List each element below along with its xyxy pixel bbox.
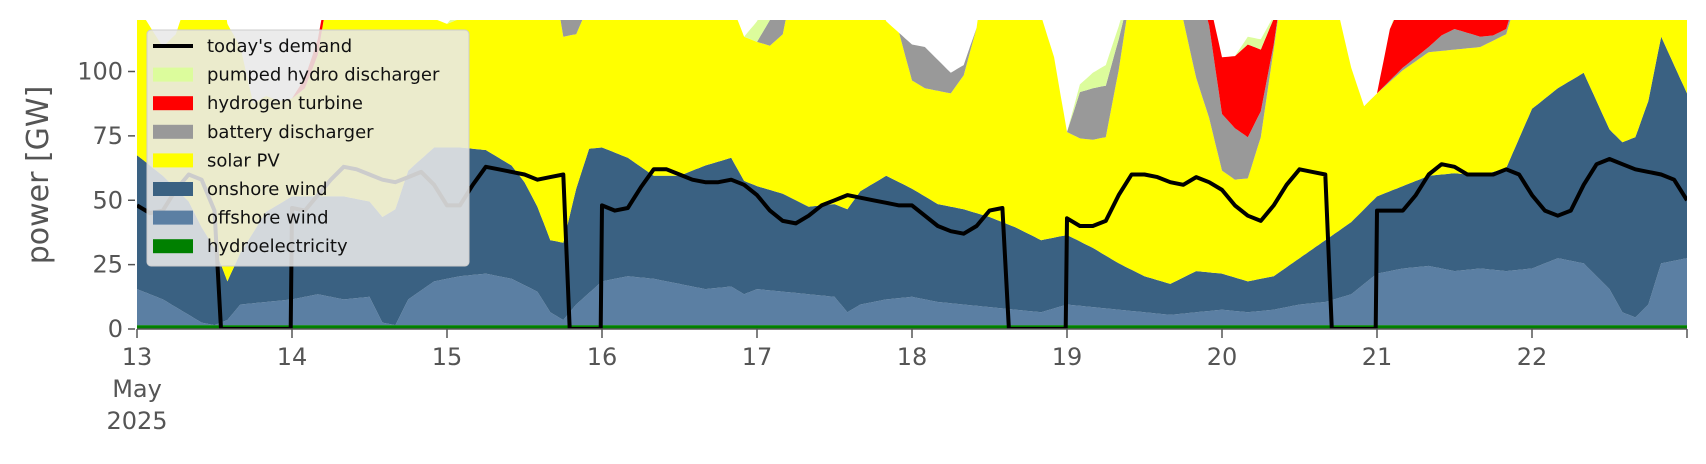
legend-swatch-pumped-hydro-discharger [153,67,193,82]
x-tick-label: 16 [587,343,618,371]
legend-label-hydroelectricity: hydroelectricity [207,236,348,257]
x-tick-label: 21 [1362,343,1393,371]
legend-swatch-onshore-wind [153,182,193,196]
y-tick-label: 100 [77,58,123,86]
y-tick-label: 50 [92,186,123,214]
x-tick-sublabel: May [112,375,162,403]
area-hydroelectricity [137,325,1687,329]
area-onshore-wind [137,36,1687,326]
legend-label-onshore-wind: onshore wind [207,179,328,200]
x-tick-label: 15 [432,343,463,371]
y-tick-label: 0 [108,315,123,343]
x-tick-label: 20 [1207,343,1238,371]
legend-box [146,29,470,267]
x-tick-label: 19 [1052,343,1083,371]
x-tick-label: 14 [277,343,308,371]
legend-label-hydrogen-turbine: hydrogen turbine [207,93,363,114]
x-tick-label: 18 [897,343,928,371]
x-tick-label: 22 [1517,343,1548,371]
legend-label-battery-discharger: battery discharger [207,122,374,143]
area-solar-pv [137,20,1687,284]
area-offshore-wind [137,258,1687,326]
y-tick-label: 25 [92,251,123,279]
legend-label-solar-pv: solar PV [207,150,280,171]
area-hydrogen-turbine [145,20,1509,138]
x-tick-label: 13 [122,343,153,371]
axes: 0 25 50 75 100 13 May 2025 14 15 16 17 18 19 20 21 22 [77,58,1688,435]
x-tick-label: 17 [742,343,773,371]
area-layers [137,20,1687,329]
legend-swatch-hydrogen-turbine [153,96,193,111]
y-tick-label: 75 [92,122,123,150]
legend-label-pumped-hydro-discharger: pumped hydro discharger [207,65,440,86]
legend-swatch-battery-discharger [153,124,193,139]
legend: today's demand pumped hydro discharger hyd… [146,29,470,267]
legend-swatch-hydroelectricity [153,239,193,254]
x-tick-sublabel: 2025 [106,407,167,435]
legend-swatch-solar-pv [153,153,193,168]
legend-label-offshore-wind: offshore wind [207,208,329,229]
legend-label-today-s-demand: today's demand [207,36,352,57]
y-axis-label: power [GW] [21,86,56,265]
legend-swatch-offshore-wind [153,210,193,225]
